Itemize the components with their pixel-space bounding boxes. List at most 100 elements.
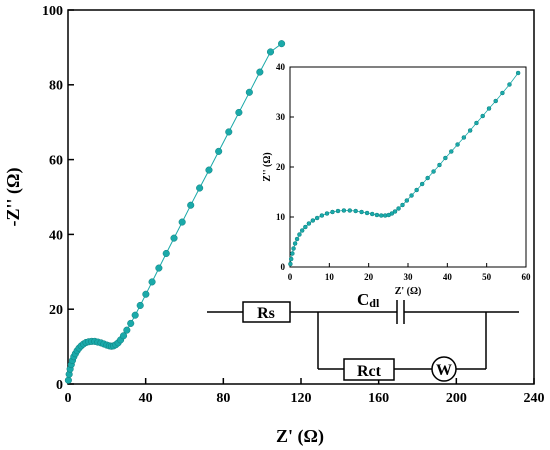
inset-y-tick-label: 0 xyxy=(281,262,286,272)
main-x-tick-label: 120 xyxy=(291,391,312,406)
inset-data-point xyxy=(324,211,330,216)
main-data-point xyxy=(131,311,139,319)
inset-data-point xyxy=(314,215,320,221)
inset-data-point xyxy=(449,149,454,154)
inset-data-point xyxy=(443,155,448,161)
inset-data-point xyxy=(480,113,485,119)
inset-y-tick-label: 30 xyxy=(276,112,286,122)
inset-data-point xyxy=(319,213,325,218)
inset-data-point xyxy=(303,224,308,230)
cdl-label: Cdl xyxy=(357,290,380,310)
inset-data-point xyxy=(414,187,419,193)
inset-data-point xyxy=(389,211,395,216)
main-data-point xyxy=(245,88,253,96)
main-data-point xyxy=(256,68,264,76)
inset-y-ticks: 0 10 20 30 40 xyxy=(276,62,294,272)
main-y-tick-label: 80 xyxy=(49,79,63,94)
main-x-tick-label: 240 xyxy=(524,391,545,406)
inset-x-tick-label: 40 xyxy=(443,272,453,282)
w-label: W xyxy=(436,362,452,379)
inset-data-point xyxy=(486,106,492,111)
inset-data-point xyxy=(299,228,305,233)
main-data-point xyxy=(119,332,128,340)
inset-data-point xyxy=(400,202,405,208)
main-x-tick-label: 160 xyxy=(368,391,389,406)
inset-data-point xyxy=(306,221,312,226)
inset-data-point xyxy=(353,208,358,214)
main-data-point xyxy=(205,166,213,174)
inset-data-point xyxy=(369,211,375,217)
inset-data-point xyxy=(335,208,341,214)
main-series-points xyxy=(64,40,286,384)
main-data-point xyxy=(278,40,286,48)
main-data-point xyxy=(148,278,156,286)
main-x-tick-label: 80 xyxy=(216,391,230,406)
main-y-tick-label: 40 xyxy=(49,228,63,243)
inset-data-point xyxy=(359,209,364,215)
main-data-point xyxy=(136,301,144,310)
inset-y-tick-label: 20 xyxy=(276,162,286,172)
main-data-point xyxy=(187,201,195,209)
main-y-tick-label: 20 xyxy=(49,303,63,318)
inset-data-point xyxy=(294,236,300,242)
main-data-point xyxy=(215,147,223,155)
main-data-point xyxy=(178,218,186,226)
inset-data-point xyxy=(431,169,436,174)
inset-x-tick-label: 20 xyxy=(364,272,374,282)
cdl-label-main: C xyxy=(357,290,369,309)
main-y-axis-title: -Z'' (Ω) xyxy=(3,168,24,227)
inset-x-tick-label: 0 xyxy=(288,272,293,282)
inset-data-point xyxy=(515,70,521,76)
inset-data-point xyxy=(297,232,302,237)
main-data-point xyxy=(266,48,275,56)
inset-data-point xyxy=(347,208,353,213)
inset-data-point xyxy=(455,142,460,147)
inset-data-point xyxy=(379,213,384,218)
inset-data-point xyxy=(500,90,505,96)
inset-data-point xyxy=(461,135,467,140)
main-data-point xyxy=(123,326,131,334)
inset-data-point xyxy=(467,128,473,133)
inset-data-point xyxy=(409,193,414,198)
main-x-axis-title: Z' (Ω) xyxy=(276,426,324,447)
inset-data-point xyxy=(396,206,401,211)
inset-x-tick-label: 60 xyxy=(522,272,532,282)
main-data-point xyxy=(155,264,163,272)
inset-y-tick-label: 10 xyxy=(276,212,286,222)
inset-data-point xyxy=(364,210,370,216)
inset-y-axis-title: Z'' (Ω) xyxy=(262,152,273,181)
inset-data-point xyxy=(392,209,398,214)
inset-y-tick-label: 40 xyxy=(276,62,286,72)
inset-x-tick-label: 50 xyxy=(482,272,492,282)
main-data-point xyxy=(225,128,233,136)
inset-data-point xyxy=(341,208,347,213)
inset-data-point xyxy=(291,246,296,251)
main-data-point xyxy=(142,290,150,298)
main-data-point xyxy=(235,108,243,117)
main-y-tick-label: 100 xyxy=(42,4,63,19)
main-x-tick-label: 0 xyxy=(65,391,72,406)
main-data-point xyxy=(162,249,170,258)
main-data-point xyxy=(64,376,72,384)
rct-label: Rct xyxy=(357,363,382,380)
main-data-point xyxy=(170,234,178,242)
inset-data-point xyxy=(288,256,294,262)
inset-x-ticks: 0 10 20 30 40 50 60 xyxy=(288,263,531,282)
inset-data-point xyxy=(310,218,316,223)
inset-data-point xyxy=(330,209,335,215)
inset-data-point xyxy=(419,181,425,187)
main-x-tick-label: 40 xyxy=(139,391,153,406)
inset-data-point xyxy=(437,162,442,168)
inset-data-point xyxy=(374,212,380,218)
inset-series-points xyxy=(288,70,521,267)
main-x-tick-label: 200 xyxy=(446,391,467,406)
main-y-tick-label: 60 xyxy=(49,154,63,169)
inset-data-point xyxy=(493,98,498,104)
main-data-point xyxy=(196,184,204,192)
inset-x-axis-title: Z' (Ω) xyxy=(395,286,422,297)
rs-label: Rs xyxy=(257,305,275,322)
inset-data-point xyxy=(404,198,410,203)
main-x-ticks: 0 40 80 120 160 200 240 xyxy=(65,378,545,406)
inset-data-point xyxy=(292,241,298,246)
